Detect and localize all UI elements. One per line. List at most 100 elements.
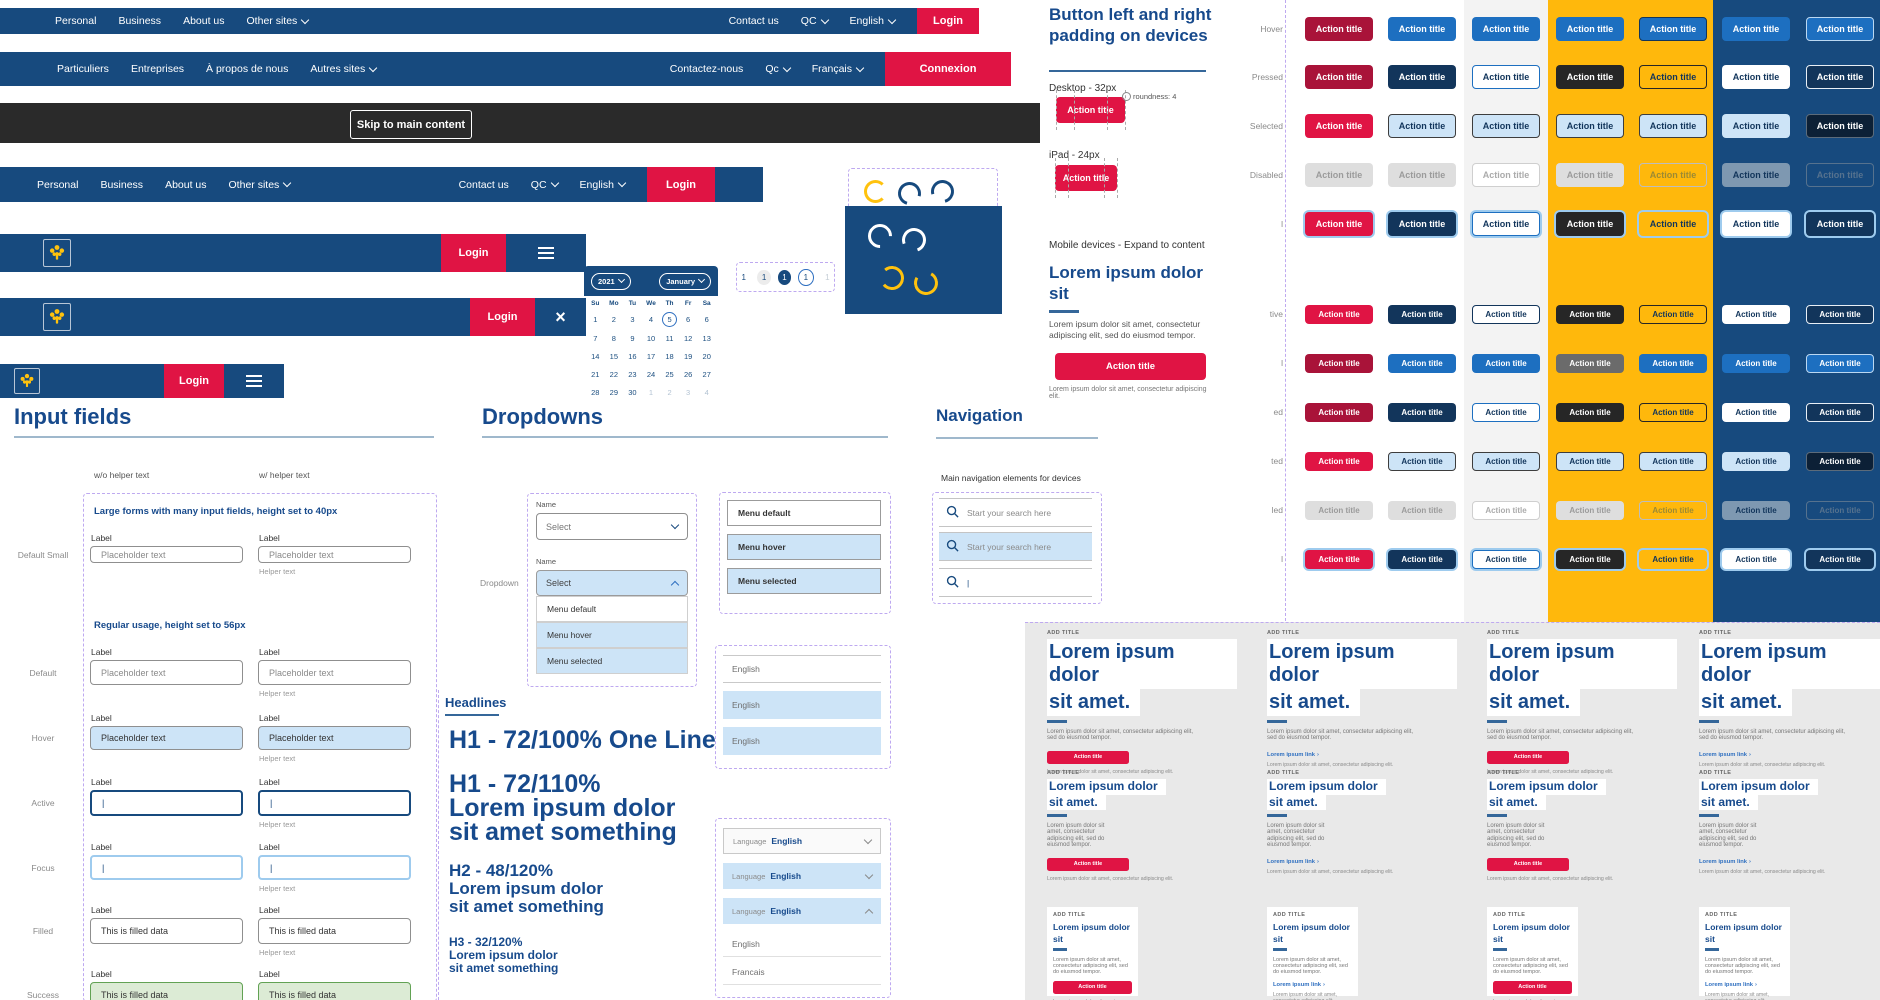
nav-item-contactez-nous[interactable]: Contactez-nous [669,63,744,75]
action-button[interactable]: Action title [1556,305,1624,324]
login-button[interactable]: Login [917,8,979,34]
calendar-day-cell[interactable]: 6 [704,315,709,324]
menu-state-menu-default[interactable]: Menu default [727,500,881,526]
action-button[interactable]: Action title [1388,212,1456,236]
action-button[interactable]: Action title [1305,550,1373,569]
action-button[interactable]: Action title [1722,452,1790,471]
nav-item-contact-us[interactable]: Contact us [458,178,509,191]
nav-item-propos-de-nous[interactable]: À propos de nous [206,63,288,75]
appbar-icon-zone[interactable] [224,364,284,398]
action-title-button[interactable]: Action title [1047,857,1129,871]
action-button[interactable]: Action title [1722,212,1790,236]
action-button[interactable]: Action title [1722,501,1790,520]
action-button[interactable]: Action title [1305,17,1373,41]
nav-item-personal[interactable]: Personal [55,15,96,27]
action-button[interactable]: Action title [1639,550,1707,569]
calendar-day-cell[interactable]: 26 [683,370,693,379]
select-open[interactable]: Select [536,570,688,596]
nav-item-about-us[interactable]: About us [165,179,206,191]
pagination-item-navy[interactable]: 1 [777,269,792,285]
lorem-ipsum-link[interactable]: Lorem ipsum link › [1273,982,1352,988]
text-input-focus[interactable]: | [90,855,243,880]
action-button[interactable]: Action title [1806,163,1874,187]
action-button[interactable]: Action title [1639,305,1707,324]
action-button[interactable]: Action title [1556,354,1624,373]
action-button[interactable]: Action title [1806,17,1874,41]
calendar-day-cell[interactable]: 21 [591,370,600,379]
close-icon[interactable]: × [555,307,566,327]
calendar-day-cell[interactable]: 3 [686,388,691,397]
text-input-hover[interactable]: Placeholder text [258,726,411,750]
action-title-button[interactable]: Action title [1487,857,1569,871]
action-button[interactable]: Action title [1806,452,1874,471]
action-button-desktop[interactable]: Action title [1056,97,1125,123]
nav-item-contact-us[interactable]: Contact us [728,15,779,27]
menu-hamburger-icon[interactable] [538,247,554,259]
action-button[interactable]: Action title [1806,501,1874,520]
action-button[interactable]: Action title [1639,212,1707,236]
calendar-day-cell[interactable]: 9 [630,334,635,343]
language-option-english[interactable]: English [723,932,881,957]
calendar-day-cell[interactable]: 14 [591,352,600,361]
calendar-day-cell[interactable]: 22 [609,370,619,379]
action-button[interactable]: Action title [1472,163,1540,187]
calendar-day-cell[interactable]: 10 [646,334,656,343]
calendar-day-cell[interactable]: 1 [593,315,598,324]
skip-to-main-content-button[interactable]: Skip to main content [350,110,472,139]
text-input-active[interactable]: | [90,790,243,816]
menu-state-menu-selected[interactable]: Menu selected [727,568,881,594]
action-button[interactable]: Action title [1639,17,1707,41]
action-button[interactable]: Action title [1472,212,1540,236]
action-button[interactable]: Action title [1639,65,1707,89]
action-title-button[interactable]: Action title [1493,980,1572,994]
text-input-filled[interactable]: This is filled data [90,918,243,944]
language-option-francais[interactable]: Francais [723,960,881,985]
calendar-day-cell[interactable]: 24 [646,370,656,379]
action-button[interactable]: Action title [1305,354,1373,373]
menu-item-menu-default[interactable]: Menu default [536,596,688,622]
appbar-icon-zone[interactable]: × [535,298,586,336]
nav-item-particuliers[interactable]: Particuliers [57,63,109,75]
language-select[interactable]: English [850,15,897,27]
lorem-ipsum-link[interactable]: Lorem ipsum link › [1267,752,1457,758]
action-button[interactable]: Action title [1722,163,1790,187]
action-button[interactable]: Action title [1388,452,1456,471]
calendar-day-cell[interactable]: 12 [683,334,693,343]
action-button[interactable]: Action title [1305,305,1373,324]
region-select[interactable]: QC [801,15,829,27]
action-button[interactable]: Action title [1556,403,1624,422]
calendar-day-cell[interactable]: 8 [611,334,616,343]
calendar-day-cell[interactable]: 3 [630,315,635,324]
language-select-row[interactable]: Language English [723,863,881,889]
lorem-ipsum-link[interactable]: Lorem ipsum link › [1267,859,1457,865]
action-button[interactable]: Action title [1472,65,1540,89]
language-select-row[interactable]: Language English [723,828,881,854]
action-button[interactable]: Action title [1305,163,1373,187]
nav-item-entreprises[interactable]: Entreprises [131,63,184,75]
calendar-day-cell[interactable]: 29 [609,388,619,397]
nav-item-other-sites[interactable]: Other sites [229,179,292,191]
pagination-item-plain[interactable]: 1 [741,272,746,282]
nav-item-other-sites[interactable]: Other sites [247,15,310,27]
action-button[interactable]: Action title [1388,163,1456,187]
action-button[interactable]: Action title [1472,305,1540,324]
lorem-ipsum-link[interactable]: Lorem ipsum link › [1699,752,1880,758]
calendar-day-cell[interactable]: 15 [609,352,619,361]
action-button[interactable]: Action title [1806,212,1874,236]
action-button[interactable]: Action title [1388,403,1456,422]
action-button[interactable]: Action title [1388,17,1456,41]
menu-item-menu-hover[interactable]: Menu hover [536,622,688,648]
action-button[interactable]: Action title [1388,550,1456,569]
action-button[interactable]: Action title [1556,501,1624,520]
calendar-day-cell[interactable]: 18 [665,352,674,361]
calendar-day-cell[interactable]: 5 [662,312,678,327]
pagination-item-outline[interactable]: 1 [798,268,814,286]
action-title-button[interactable]: Action title [1487,750,1569,764]
action-button[interactable]: Action title [1722,403,1790,422]
language-option-row[interactable]: English [723,655,881,683]
calendar-day-cell[interactable]: 30 [628,388,637,397]
language-select[interactable]: English [580,179,627,191]
action-button[interactable]: Action title [1556,452,1624,471]
nav-item-about-us[interactable]: About us [183,15,224,27]
action-button[interactable]: Action title [1722,17,1790,41]
